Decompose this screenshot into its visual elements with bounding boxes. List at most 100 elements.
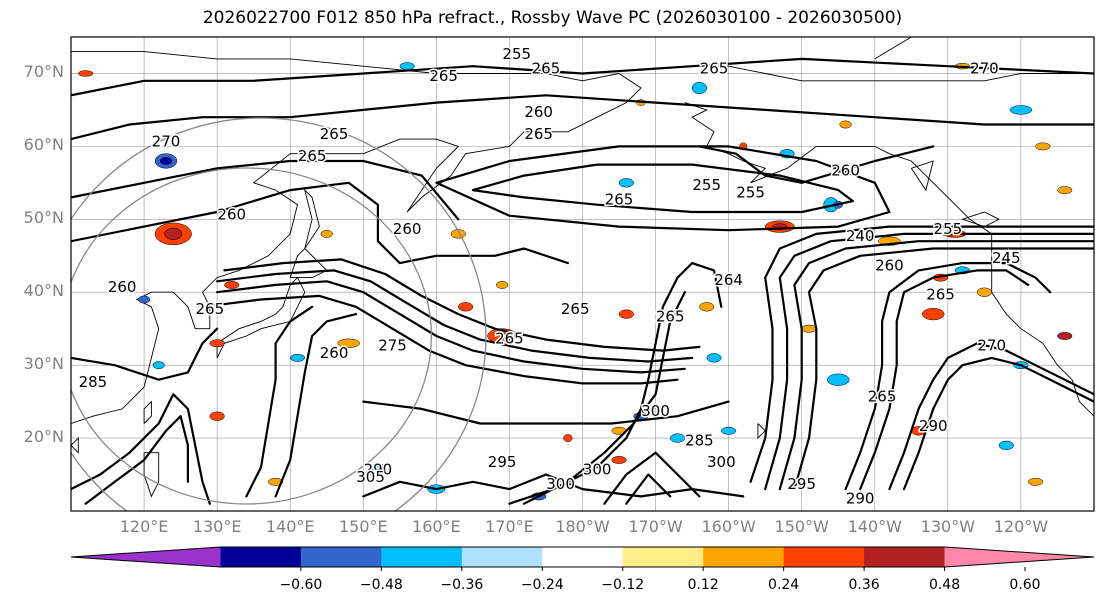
contour-label: 265	[298, 147, 327, 165]
colorbar-outline	[70, 546, 1095, 568]
colorbar	[70, 546, 1095, 571]
latitude-tick-label: 50°N	[23, 208, 64, 228]
contour-label: 265	[656, 307, 685, 325]
refractivity-cell	[1057, 186, 1073, 195]
longitude-tick-label: 130°W	[920, 517, 976, 536]
contour-label: 290	[919, 417, 948, 435]
contour-label: 285	[79, 373, 108, 391]
colorbar-tick-label: −0.36	[440, 577, 484, 593]
contour-line	[698, 145, 935, 184]
contour-label: 260	[320, 344, 349, 362]
colorbar-segment	[783, 547, 865, 567]
refractivity-cell	[164, 227, 183, 240]
contour-label: 270	[152, 132, 181, 150]
contour-line	[508, 262, 723, 505]
refractivity-cell	[801, 324, 817, 333]
coastline	[684, 65, 1094, 82]
contour-label: 265	[429, 67, 458, 85]
refractivity-cell	[699, 302, 715, 312]
great-circle-ring	[71, 167, 432, 505]
contour-label: 240	[846, 227, 875, 245]
contour-label: 295	[488, 453, 517, 471]
colorbar-tick-label: −0.48	[359, 577, 403, 593]
coastline	[874, 37, 912, 60]
latitude-tick-label: 20°N	[23, 427, 64, 447]
contour-line	[859, 269, 1030, 491]
refractivity-cell	[399, 62, 415, 71]
contour-label: 295	[787, 475, 816, 493]
longitude-tick-label: 140°W	[847, 517, 902, 536]
colorbar-tick-label: −0.12	[601, 577, 645, 593]
refractivity-cell	[268, 477, 284, 486]
great-circle-rings	[71, 117, 487, 511]
contour-line	[888, 342, 1094, 491]
coastline	[143, 452, 160, 498]
contour-label: 255	[736, 183, 765, 201]
contour-label: 260	[393, 220, 422, 238]
colorbar-tick-label: −0.24	[520, 577, 564, 593]
refractivity-cell	[691, 81, 707, 95]
refractivity-cell	[496, 281, 509, 289]
contour-label: 265	[532, 59, 561, 77]
contour-label: 264	[714, 271, 743, 289]
refractivity-cell	[1027, 477, 1044, 486]
refractivity-cell	[721, 426, 737, 435]
coastline	[910, 160, 934, 192]
contour-label: 270	[970, 59, 999, 77]
colorbar-segment	[461, 547, 543, 567]
longitude-tick-label: 170°W	[628, 517, 683, 536]
longitude-tick-label: 170°E	[485, 517, 534, 536]
refractivity-cell	[224, 281, 240, 289]
contour-label: 300	[641, 402, 670, 420]
latitude-tick-label: 70°N	[23, 62, 64, 82]
contour-line	[274, 313, 358, 498]
contour-line	[245, 305, 314, 498]
longitude-tick-label: 160°E	[412, 517, 461, 536]
colorbar-segment	[300, 547, 382, 567]
refractivity-cell	[1009, 105, 1033, 115]
contour-label: 245	[992, 249, 1021, 267]
contour-line	[764, 232, 1094, 491]
contour-line	[216, 280, 686, 374]
contour-line	[216, 269, 694, 363]
contour-line	[471, 163, 854, 214]
contour-label: 265	[495, 329, 524, 347]
contour-label: 270	[977, 337, 1006, 355]
contour-line	[71, 159, 460, 221]
contour-line	[749, 225, 1094, 483]
contour-line	[71, 181, 569, 265]
contour-labels: 265 265 270 260 260 255 265 265 260 265 265 270 255 2…	[77, 43, 1022, 509]
refractivity-cell	[159, 157, 173, 165]
refractivity-cell	[618, 178, 634, 188]
great-circle-ring	[71, 117, 487, 511]
contour-line	[71, 327, 219, 381]
contour-label: 260	[831, 162, 860, 180]
refractivity-cell	[78, 70, 94, 77]
colorbar-segment	[703, 547, 785, 567]
refractivity-cell	[209, 339, 225, 348]
refractivity-cell	[337, 338, 360, 348]
coastline	[71, 437, 79, 454]
contour-label: 290	[846, 490, 875, 508]
contour-label: 260	[108, 278, 137, 296]
contour-label: 300	[707, 453, 736, 471]
colorbar-segment	[220, 547, 302, 567]
longitude-tick-label: 180°W	[555, 517, 610, 536]
refractivity-cell	[618, 309, 634, 319]
contour-label: 265	[926, 286, 955, 304]
refractivity-cell	[1057, 332, 1073, 340]
refractivity-cell	[320, 229, 333, 238]
latitude-tick-label: 40°N	[23, 281, 64, 301]
contour-label: 255	[934, 220, 963, 238]
contour-label: 265	[868, 388, 897, 406]
colorbar-segment	[864, 547, 946, 567]
coastline	[303, 188, 320, 249]
refractivity-cell	[922, 308, 945, 321]
contour-line	[71, 94, 1094, 141]
contour-label: 300	[583, 461, 612, 479]
contour-line	[223, 258, 701, 352]
contour-line	[793, 247, 1094, 491]
refractivity-cell	[289, 353, 306, 362]
contour-label: 265	[320, 125, 349, 143]
